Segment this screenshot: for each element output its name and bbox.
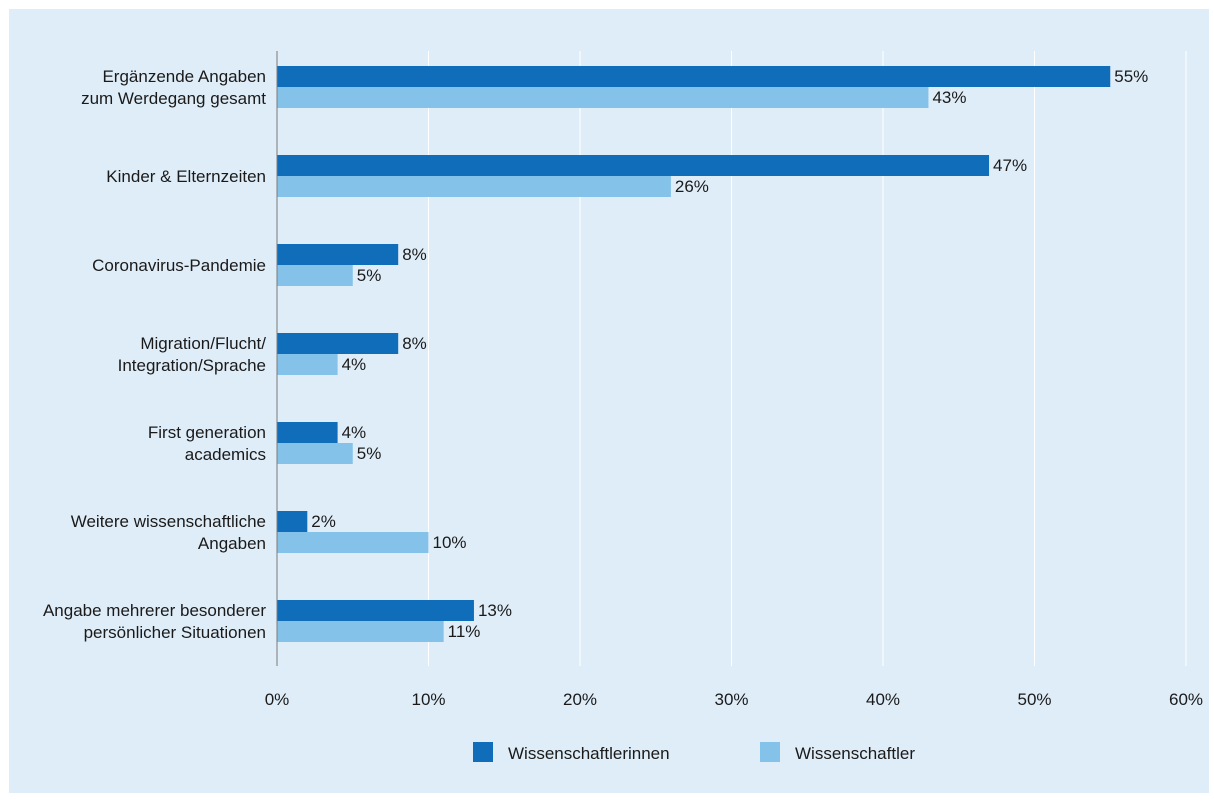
data-label-4-0: 4% [342, 423, 367, 442]
chart-panel: 55% 43% Ergänzende Angaben zum Werdegang ge… [9, 9, 1209, 793]
data-label-6-1: 11% [448, 622, 481, 641]
bar-2-0 [277, 244, 399, 265]
category-label-3-0: Migration/Flucht/ [140, 334, 266, 353]
bar-0-0 [277, 66, 1111, 87]
x-tick-label-2: 20% [563, 690, 597, 709]
bar-3-0 [277, 333, 399, 354]
legend-label-1: Wissenschaftler [795, 744, 915, 763]
bar-3-1 [277, 354, 338, 375]
x-tick-label-3: 30% [714, 690, 748, 709]
data-label-3-0: 8% [402, 334, 427, 353]
x-tick-label-1: 10% [411, 690, 445, 709]
data-label-5-1: 10% [433, 533, 467, 552]
category-label-5-0: Weitere wissenschaftliche [71, 512, 266, 531]
data-label-0-0: 55% [1114, 67, 1148, 86]
bar-0-1 [277, 87, 929, 108]
data-label-6-0: 13% [478, 601, 512, 620]
data-label-1-0: 47% [993, 156, 1027, 175]
category-label-1-0: Kinder & Elternzeiten [106, 167, 266, 186]
category-label-2-0: Coronavirus-Pandemie [92, 256, 266, 275]
data-label-4-1: 5% [357, 444, 382, 463]
bar-5-0 [277, 511, 308, 532]
bar-4-1 [277, 443, 353, 464]
bar-2-1 [277, 265, 353, 286]
category-label-0-1: zum Werdegang gesamt [81, 89, 266, 108]
bar-chart: 55% 43% Ergänzende Angaben zum Werdegang ge… [43, 51, 1203, 763]
bar-1-0 [277, 155, 990, 176]
data-label-3-1: 4% [342, 355, 367, 374]
category-label-6-0: Angabe mehrerer besonderer [43, 601, 266, 620]
bar-6-0 [277, 600, 474, 621]
legend-swatch-1 [760, 742, 780, 762]
legend-swatch-0 [473, 742, 493, 762]
data-label-2-0: 8% [402, 245, 427, 264]
bar-4-0 [277, 422, 338, 443]
data-label-0-1: 43% [932, 88, 966, 107]
category-label-4-0: First generation [148, 423, 266, 442]
bar-6-1 [277, 621, 444, 642]
x-tick-label-6: 60% [1169, 690, 1203, 709]
category-label-4-1: academics [185, 445, 266, 464]
x-tick-label-4: 40% [866, 690, 900, 709]
data-label-1-1: 26% [675, 177, 709, 196]
bar-5-1 [277, 532, 429, 553]
category-label-5-1: Angaben [198, 534, 266, 553]
x-tick-label-5: 50% [1017, 690, 1051, 709]
data-label-2-1: 5% [357, 266, 382, 285]
category-label-3-1: Integration/Sprache [118, 356, 266, 375]
legend-label-0: Wissenschaftlerinnen [508, 744, 670, 763]
category-label-6-1: persönlicher Situationen [84, 623, 266, 642]
x-tick-label-0: 0% [265, 690, 290, 709]
data-label-5-0: 2% [311, 512, 336, 531]
category-label-0-0: Ergänzende Angaben [102, 67, 266, 86]
bar-1-1 [277, 176, 671, 197]
